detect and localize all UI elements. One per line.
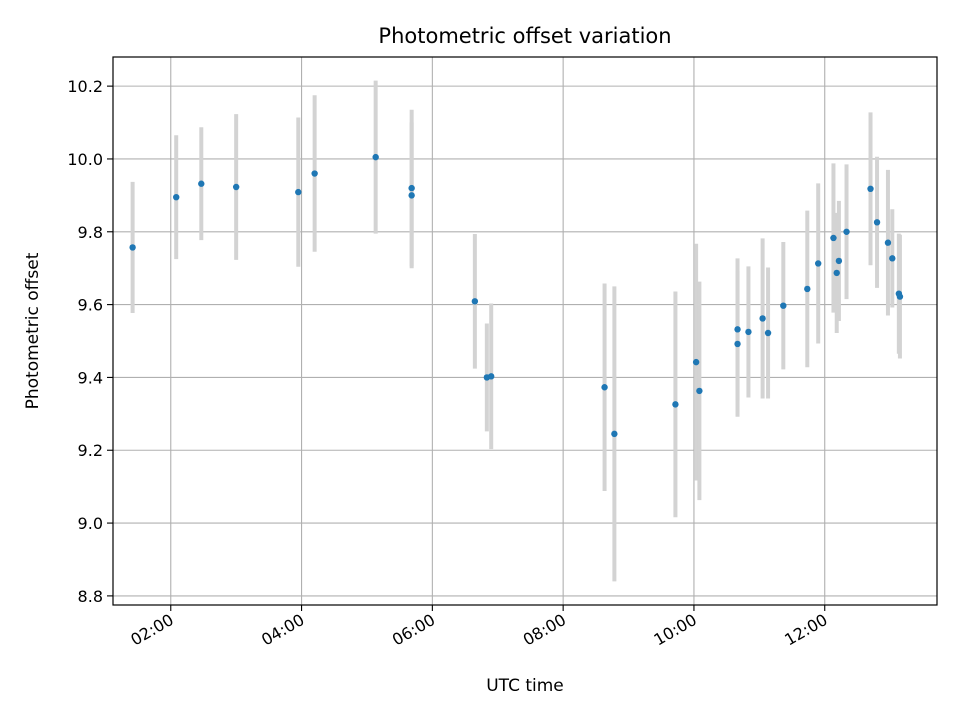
data-point — [311, 170, 318, 177]
data-point — [129, 244, 136, 251]
data-point — [896, 293, 904, 300]
chart-title: Photometric offset variation — [378, 24, 671, 48]
data-point — [173, 193, 180, 201]
y-tick-label: 9.2 — [78, 441, 103, 460]
y-axis-ticks: 8.8 9.0 9.2 9.4 9.6 9.8 10.0 10.2 — [67, 77, 113, 606]
data-point — [873, 219, 881, 226]
data-point — [471, 298, 479, 305]
y-tick-label: 8.8 — [78, 587, 103, 606]
data-point — [408, 192, 415, 199]
data-points — [129, 153, 904, 438]
data-point — [867, 185, 874, 193]
y-tick-label: 10.0 — [67, 150, 103, 169]
data-point — [198, 180, 205, 187]
y-tick-label: 9.4 — [78, 368, 103, 387]
data-point — [692, 358, 700, 366]
y-tick-label: 9.6 — [78, 296, 103, 315]
data-point — [745, 328, 752, 336]
data-point — [372, 153, 379, 161]
data-point — [764, 329, 772, 337]
data-point — [611, 430, 618, 438]
grid-lines — [113, 57, 937, 605]
plot-frame — [112, 56, 938, 606]
data-point — [601, 384, 608, 391]
data-point — [830, 234, 837, 242]
data-point — [759, 315, 766, 322]
data-point — [833, 269, 840, 277]
data-point — [488, 373, 495, 380]
x-axis-label: UTC time — [486, 676, 564, 696]
data-point — [889, 255, 896, 262]
data-point — [804, 285, 811, 293]
data-point — [734, 340, 741, 348]
data-point — [835, 257, 843, 265]
data-point — [734, 326, 741, 333]
y-axis-label: Photometric offset — [23, 252, 43, 409]
data-point — [672, 401, 679, 408]
data-point — [696, 387, 703, 395]
y-tick-label: 9.0 — [78, 514, 103, 533]
data-point — [780, 302, 787, 309]
data-point — [295, 188, 302, 196]
data-point — [232, 183, 240, 191]
data-point — [884, 239, 892, 246]
data-point — [814, 260, 822, 267]
y-tick-label: 10.2 — [67, 77, 103, 96]
data-point — [408, 184, 415, 192]
data-point — [843, 228, 850, 235]
y-tick-label: 9.8 — [78, 223, 103, 242]
